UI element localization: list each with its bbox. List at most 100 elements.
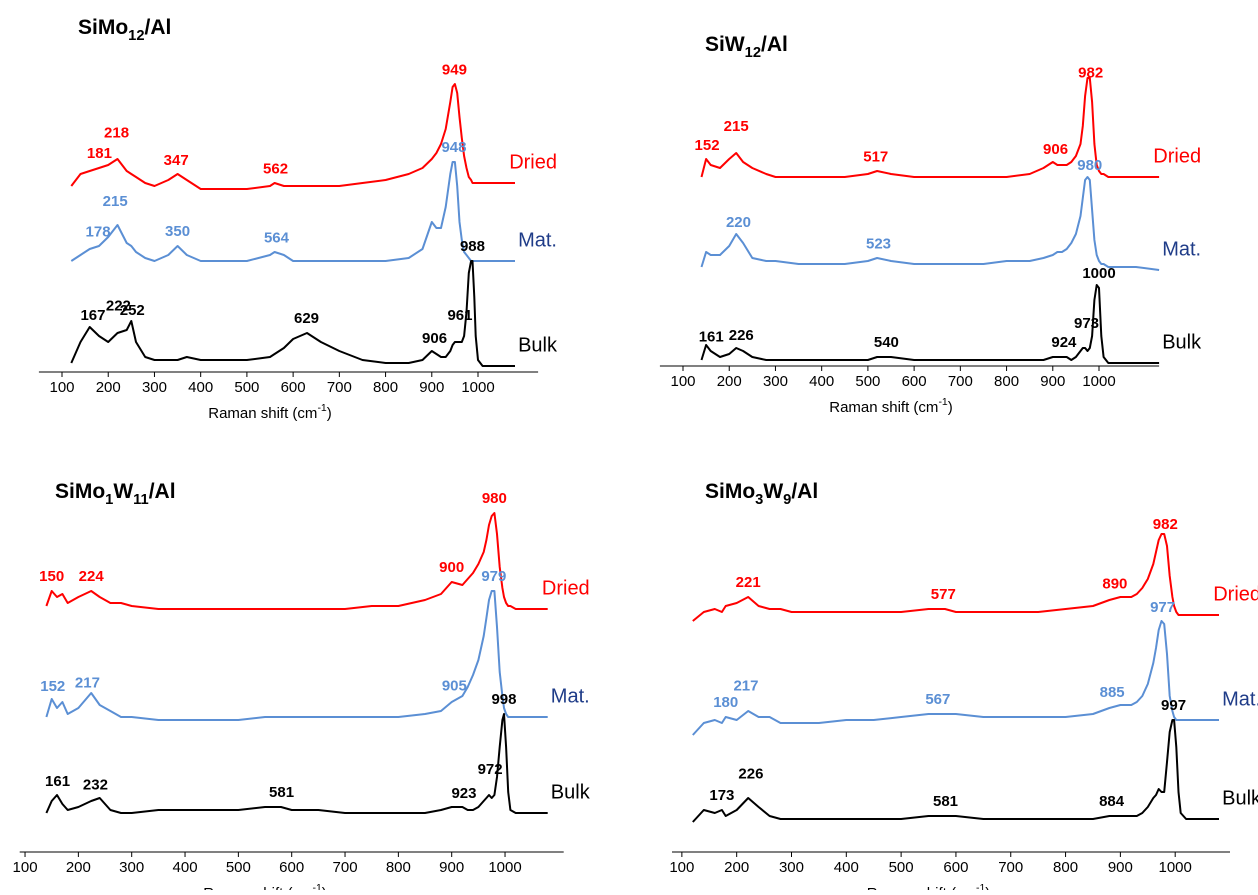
spectrum-line — [700, 284, 1160, 364]
x-tick-label: 800 — [386, 859, 411, 876]
peak-label: 181 — [87, 145, 112, 162]
panel-title: SiMo1W11/Al — [55, 480, 176, 508]
x-tick-label: 200 — [717, 373, 742, 390]
x-tick-label: 500 — [855, 373, 880, 390]
peak-label: 980 — [482, 490, 507, 507]
peak-label: 540 — [874, 334, 899, 351]
peak-label: 215 — [724, 118, 749, 135]
x-tick-label: 300 — [119, 859, 144, 876]
x-tick-label: 1000 — [1082, 373, 1115, 390]
x-tick-label: 200 — [66, 859, 91, 876]
x-tick-label: 900 — [439, 859, 464, 876]
peak-label: 161 — [45, 773, 70, 790]
spectrum-line — [45, 590, 548, 721]
peak-label: 885 — [1100, 684, 1125, 701]
spectrum-line — [70, 83, 515, 190]
legend-label: Mat. — [1222, 688, 1258, 710]
spectrum-line — [70, 260, 515, 367]
peak-label: 906 — [422, 330, 447, 347]
peak-label: 221 — [736, 574, 761, 591]
x-axis-label: Raman shift (cm-1) — [867, 882, 991, 890]
peak-label: 961 — [447, 307, 472, 324]
legend-label: Dried — [1153, 145, 1201, 167]
spectrum-line — [70, 161, 515, 262]
peak-label: 629 — [294, 310, 319, 327]
spectrum-line — [700, 77, 1160, 178]
x-tick-label: 1000 — [488, 859, 521, 876]
peak-label: 523 — [866, 235, 891, 252]
peak-label: 180 — [713, 694, 738, 711]
peak-label: 948 — [441, 139, 466, 156]
x-tick-label: 900 — [419, 379, 444, 396]
peak-label: 982 — [1153, 516, 1178, 533]
spectrum-line — [692, 719, 1219, 823]
legend-label: Dried — [509, 151, 557, 173]
peak-label: 949 — [442, 62, 467, 79]
legend-label: Bulk — [518, 334, 558, 356]
peak-label: 924 — [1051, 334, 1077, 351]
peak-label: 977 — [1150, 599, 1175, 616]
peak-label: 173 — [709, 787, 734, 804]
peak-label: 347 — [164, 152, 189, 169]
panel-title: SiW12/Al — [705, 33, 788, 61]
x-tick-label: 900 — [1040, 373, 1065, 390]
x-tick-label: 200 — [96, 379, 121, 396]
peak-label: 906 — [1043, 141, 1068, 158]
peak-label: 215 — [103, 193, 128, 210]
x-tick-label: 600 — [943, 859, 968, 876]
peak-label: 581 — [269, 784, 294, 801]
spectrum-line — [45, 713, 548, 814]
x-tick-label: 100 — [670, 373, 695, 390]
x-tick-label: 800 — [1053, 859, 1078, 876]
peak-label: 567 — [925, 691, 950, 708]
x-tick-label: 400 — [834, 859, 859, 876]
peak-label: 577 — [931, 586, 956, 603]
peak-label: 152 — [40, 678, 65, 695]
x-tick-label: 600 — [281, 379, 306, 396]
peak-label: 517 — [863, 148, 888, 165]
peak-label: 581 — [933, 793, 958, 810]
peak-label: 562 — [263, 160, 288, 177]
peak-label: 973 — [1074, 315, 1099, 332]
peak-label: 152 — [695, 137, 720, 154]
legend-label: Bulk — [1222, 787, 1258, 809]
legend-label: Mat. — [1162, 238, 1201, 260]
x-tick-label: 700 — [333, 859, 358, 876]
x-tick-label: 500 — [234, 379, 259, 396]
peak-label: 252 — [120, 302, 145, 319]
peak-label: 988 — [460, 238, 485, 255]
peak-label: 1000 — [1082, 265, 1115, 282]
peak-label: 232 — [83, 776, 108, 793]
peak-label: 150 — [39, 568, 64, 585]
peak-label: 218 — [104, 125, 129, 142]
x-tick-label: 100 — [49, 379, 74, 396]
x-tick-label: 400 — [809, 373, 834, 390]
legend-label: Bulk — [1162, 331, 1202, 353]
x-axis-label: Raman shift (cm-1) — [829, 396, 953, 416]
peak-label: 997 — [1161, 697, 1186, 714]
x-tick-label: 700 — [948, 373, 973, 390]
peak-label: 226 — [738, 765, 763, 782]
x-tick-label: 100 — [13, 859, 38, 876]
peak-label: 905 — [442, 677, 467, 694]
spectrum-line — [45, 512, 548, 610]
peak-label: 222 — [106, 298, 131, 315]
legend-label: Dried — [542, 577, 590, 599]
x-tick-label: 400 — [188, 379, 213, 396]
x-tick-label: 100 — [669, 859, 694, 876]
peak-label: 890 — [1102, 575, 1127, 592]
peak-label: 980 — [1077, 157, 1102, 174]
panel-title: SiMo3W9/Al — [705, 480, 818, 508]
peak-label: 564 — [264, 230, 290, 247]
legend-label: Mat. — [551, 685, 590, 707]
x-axis-label: Raman shift (cm-1) — [208, 402, 332, 422]
x-tick-label: 900 — [1108, 859, 1133, 876]
x-tick-label: 400 — [173, 859, 198, 876]
spectrum-line — [692, 620, 1219, 736]
peak-label: 178 — [86, 223, 111, 240]
x-tick-label: 600 — [902, 373, 927, 390]
x-tick-label: 700 — [327, 379, 352, 396]
x-tick-label: 1000 — [1158, 859, 1191, 876]
x-axis-label: Raman shift (cm-1) — [203, 882, 327, 890]
